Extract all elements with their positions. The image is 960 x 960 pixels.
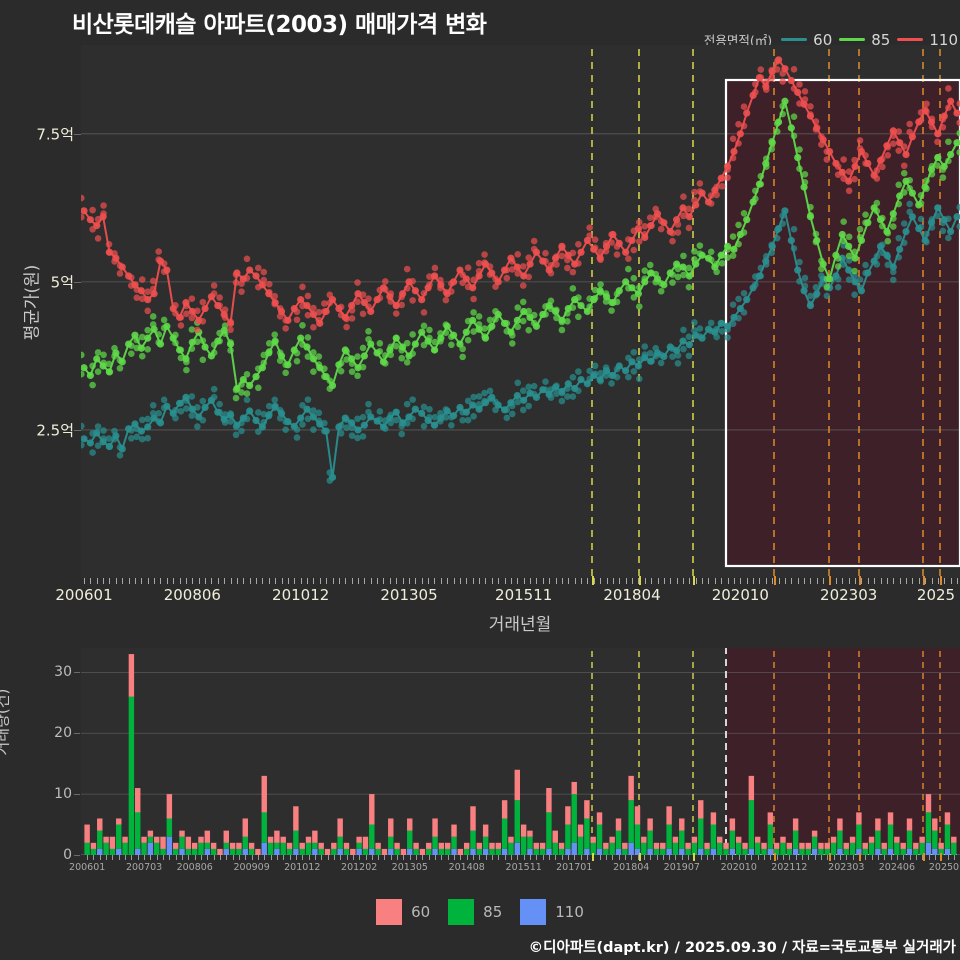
legend-line-swatch-110	[897, 37, 924, 42]
volume-xtick: 201701	[556, 862, 593, 873]
volume-ytick-mark	[74, 794, 80, 796]
volume-xtick: 201907	[663, 862, 700, 873]
price-xtick: 200806	[163, 586, 221, 604]
price-ytick-mark	[74, 281, 81, 283]
bottom-legend-item-60[interactable]: 60	[376, 899, 430, 925]
page-title: 비산롯데캐슬 아파트(2003) 매매가격 변화	[72, 12, 487, 38]
volume-ytick-mark	[74, 733, 80, 735]
volume-xtick: 200601	[69, 862, 106, 873]
price-ytick: 2.5억	[36, 421, 74, 440]
volume-xtick: 200703	[125, 862, 163, 873]
volume-xtick: 202112	[771, 862, 808, 873]
price-xtick: 202303	[820, 586, 878, 604]
top-legend-title: 전용면적(㎡)	[703, 33, 773, 48]
bottom-legend-item-85[interactable]: 85	[448, 899, 502, 925]
price-xtick: 2025	[916, 586, 956, 604]
volume-ytick: 0	[63, 847, 72, 863]
volume-xtick: 202406	[878, 862, 916, 873]
volume-ytick: 10	[54, 786, 72, 803]
volume-ytick-mark	[74, 672, 80, 674]
volume-xtick: 201408	[448, 862, 485, 873]
bottom-legend-label-60: 60	[411, 903, 431, 921]
volume-xtick: 201305	[391, 862, 428, 873]
bottom-legend-item-110[interactable]: 110	[520, 899, 584, 925]
top-legend-label-110: 110	[929, 30, 958, 49]
price-xtick: 202010	[711, 586, 769, 604]
top-legend-item-85[interactable]: 85	[839, 31, 890, 49]
top-legend-label-60: 60	[813, 30, 833, 49]
top-legend-label-85: 85	[871, 30, 891, 49]
volume-xtick: 200806	[176, 862, 213, 873]
price-chart-xlabel: 거래년월	[488, 615, 552, 635]
top-legend-item-60[interactable]: 60	[781, 31, 832, 49]
volume-ytick: 30	[54, 664, 72, 681]
volume-xtick: 201511	[505, 862, 542, 873]
top-legend: 전용면적(㎡) 60 85 110	[704, 30, 958, 49]
price-chart[interactable]	[81, 45, 960, 578]
volume-xtick: 200909	[233, 862, 270, 873]
volume-xtick: 201012	[284, 862, 321, 873]
top-legend-item-110[interactable]: 110	[897, 31, 958, 49]
volume-chart-ylabel: 거래량(건)	[0, 688, 12, 756]
price-xtick: 201804	[603, 586, 661, 604]
legend-line-swatch-85	[839, 37, 866, 42]
price-ytick: 5억	[50, 273, 74, 292]
price-ytick-mark	[74, 429, 81, 431]
volume-xtick: 20250	[928, 862, 960, 873]
price-chart-canvas	[81, 45, 960, 578]
volume-xtick: 201202	[341, 862, 378, 873]
volume-xtick: 201804	[613, 862, 650, 873]
volume-chart-canvas	[81, 648, 960, 855]
volume-ytick: 20	[54, 725, 72, 742]
legend-box-swatch-60	[376, 899, 403, 925]
price-xtick: 201012	[272, 586, 330, 604]
price-ytick-mark	[74, 133, 81, 135]
price-ytick: 7.5억	[36, 125, 74, 144]
legend-box-swatch-85	[448, 899, 475, 925]
price-xtick-minor-row	[81, 576, 960, 585]
price-xtick: 200601	[55, 586, 113, 604]
volume-xtick: 202010	[720, 862, 757, 873]
volume-ytick-mark	[74, 855, 80, 856]
footer-credit: ©디아파트(dapt.kr) / 2025.09.30 / 자료=국토교통부 실…	[528, 940, 956, 956]
legend-line-swatch-60	[781, 37, 808, 42]
volume-chart[interactable]	[81, 648, 960, 855]
volume-xtick-minor-row	[81, 853, 960, 861]
price-xtick: 201305	[380, 586, 438, 604]
legend-box-swatch-110	[520, 899, 547, 925]
price-xtick: 201511	[495, 586, 553, 604]
bottom-legend-label-85: 85	[483, 903, 503, 921]
bottom-legend-label-110: 110	[555, 903, 584, 921]
bottom-legend: 60 85 110	[0, 899, 960, 925]
volume-xtick: 202303	[828, 862, 865, 873]
